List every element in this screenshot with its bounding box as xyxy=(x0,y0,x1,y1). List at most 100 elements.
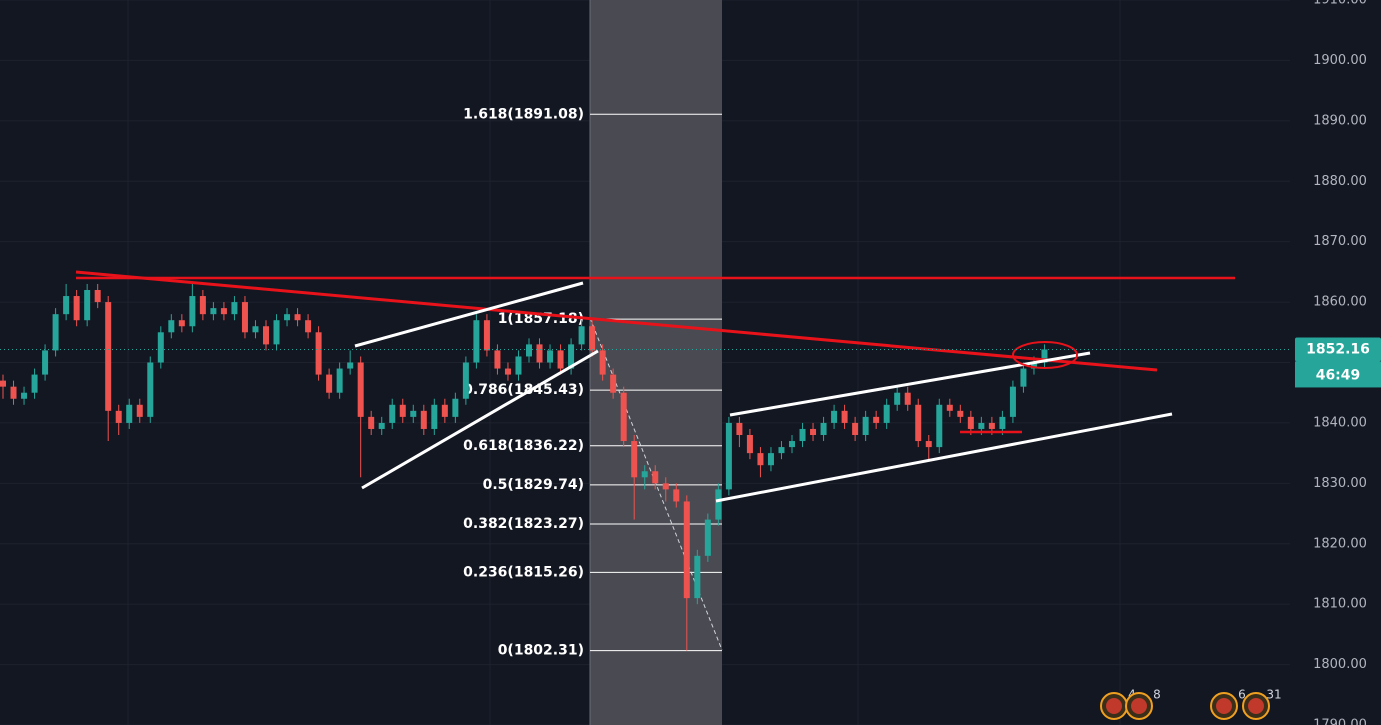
candle-body xyxy=(168,320,175,333)
event-count: 6 xyxy=(1238,688,1246,702)
candles xyxy=(0,283,1048,651)
candle-body xyxy=(31,374,38,393)
candle-body xyxy=(10,386,17,399)
candle-body xyxy=(231,302,238,315)
candle-body xyxy=(799,428,806,442)
event-icon-flag xyxy=(1106,698,1122,714)
candle-body xyxy=(189,296,196,327)
candle-body xyxy=(767,453,774,466)
candle-body xyxy=(610,374,617,393)
candle-body xyxy=(568,344,575,369)
candle-body xyxy=(957,410,964,417)
candle-body xyxy=(641,471,648,478)
candle-body xyxy=(631,441,638,478)
event-icon-flag xyxy=(1131,698,1147,714)
countdown-box xyxy=(1295,361,1381,388)
candle-body xyxy=(810,428,817,435)
event-count: 8 xyxy=(1153,688,1161,702)
candle-body xyxy=(263,326,269,345)
candle-body xyxy=(84,290,91,321)
candle-body xyxy=(683,501,690,599)
candle-body xyxy=(357,362,364,417)
candle-body xyxy=(94,290,101,303)
candle-body xyxy=(441,404,448,417)
candle-body xyxy=(1041,349,1048,363)
channel-lower xyxy=(715,412,1173,503)
candle-body xyxy=(746,435,753,454)
event-icon-flag xyxy=(1248,698,1264,714)
candle-body xyxy=(73,296,80,321)
candle-body xyxy=(620,392,627,442)
candle-body xyxy=(368,416,375,429)
candle-body xyxy=(326,374,333,393)
candle-body xyxy=(526,344,532,357)
candle-body xyxy=(978,422,985,429)
candle-body xyxy=(1020,368,1027,387)
fib-label: 0.618(1836.22) xyxy=(463,438,584,454)
candle-body xyxy=(0,380,6,387)
event-icon-flag xyxy=(1216,698,1232,714)
y-tick-label: 1880.00 xyxy=(1313,174,1367,189)
candle-body xyxy=(725,422,732,490)
y-tick-label: 1890.00 xyxy=(1313,113,1367,128)
candle-body xyxy=(883,404,890,423)
candle-body xyxy=(42,350,49,375)
y-tick-label: 1840.00 xyxy=(1313,415,1367,430)
candle-body xyxy=(536,344,543,363)
candle-body xyxy=(431,404,438,429)
candle-body xyxy=(399,404,406,417)
candle-body xyxy=(547,350,554,363)
price-axis: 1790.00 1800.00 1810.00 1820.00 1830.00 1840.… xyxy=(1295,0,1381,725)
candle-body xyxy=(199,296,206,315)
candle-body xyxy=(126,404,133,423)
candle-body xyxy=(1009,386,1016,417)
candle-body xyxy=(157,332,164,363)
candle-body xyxy=(694,555,701,599)
candle-body xyxy=(63,296,70,315)
red-trend-line xyxy=(75,270,1158,372)
candle-body xyxy=(589,326,596,351)
candle-body xyxy=(420,410,427,429)
candle-body xyxy=(599,350,606,375)
candle-body xyxy=(105,302,112,411)
candle-body xyxy=(557,350,564,369)
candle-body xyxy=(652,471,659,484)
candle-body xyxy=(273,320,280,345)
candle-body xyxy=(378,422,385,429)
candle-body xyxy=(347,362,354,369)
candle-body xyxy=(294,314,301,321)
candle-body xyxy=(336,368,343,393)
last-price-box xyxy=(1295,337,1381,362)
event-markers: 48631 xyxy=(1100,688,1282,720)
fib-label: 0.236(1815.26) xyxy=(463,564,584,580)
fib-label: 0.382(1823.27) xyxy=(463,516,584,532)
candle-body xyxy=(578,326,585,345)
candle-body xyxy=(662,483,669,490)
candle-body xyxy=(462,362,469,399)
candle-body xyxy=(988,422,995,429)
last-price-label: 1852.16 xyxy=(1306,341,1370,357)
y-tick-label: 1860.00 xyxy=(1313,295,1367,310)
y-tick-label: 1870.00 xyxy=(1313,234,1367,249)
candle-body xyxy=(967,416,974,429)
candle-body xyxy=(136,404,143,417)
fib-label: 0(1802.31) xyxy=(498,643,584,659)
candle-body xyxy=(873,416,880,423)
y-tick-label: 1800.00 xyxy=(1313,657,1367,672)
candle-body xyxy=(410,410,417,417)
candle-body xyxy=(473,320,480,363)
candle-body xyxy=(904,392,911,405)
drawings xyxy=(75,270,1235,503)
fib-range-shade xyxy=(590,0,722,725)
fib-label: 1.618(1891.08) xyxy=(463,106,584,122)
breakout-circle xyxy=(1012,341,1078,369)
candle-body xyxy=(841,410,848,423)
candle-body xyxy=(147,362,154,417)
candle-body xyxy=(389,404,396,423)
candle-body xyxy=(852,422,859,435)
candle-body xyxy=(210,308,217,315)
candle-body xyxy=(789,441,795,448)
candle-body xyxy=(305,320,312,333)
candle-body xyxy=(52,314,59,351)
